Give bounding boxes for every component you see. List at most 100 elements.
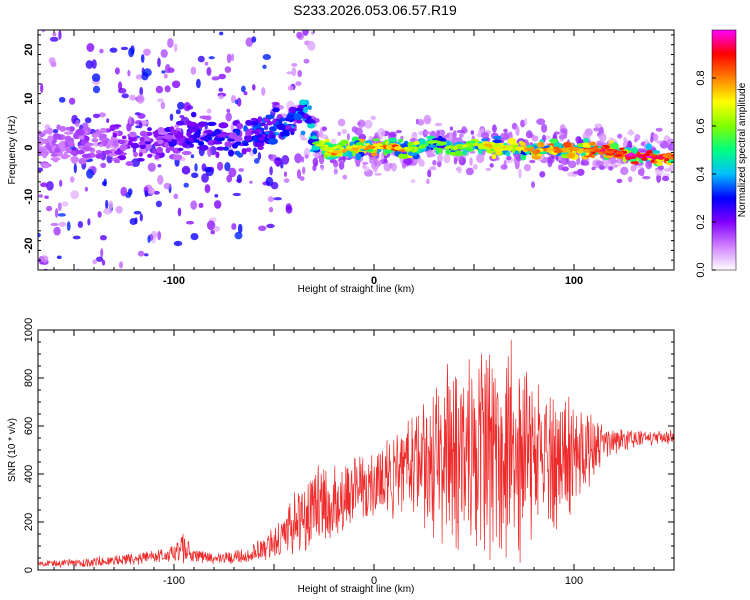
spectrogram-noise-blob-416 [503,128,508,133]
spectrogram-noise-blob-86 [541,123,548,133]
colorbar: 0.0 0.2 0.4 0.6 0.8 Normalized spectral ampl… [695,29,748,278]
spectrogram-noise-blob-207 [249,180,253,184]
spectrogram-noise-blob-142 [127,69,131,77]
spectrogram-noise-blob-499 [201,173,209,183]
spectrogram-ridge-blob-1693 [188,125,198,131]
spectrogram-noise-blob-361 [552,133,558,140]
spectrogram-ridge-blob-1512 [300,130,306,136]
spectrogram-noise-blob-503 [144,253,149,257]
spectrogram-ridge-blob-1565 [169,126,175,131]
spectrogram-noise-blob-757 [368,135,373,141]
spectrogram-noise-blob-737 [663,168,673,172]
spectrogram-noise-blob-477 [506,155,512,161]
spectrogram-ridge-blob-1138 [95,150,102,155]
spectrogram-ridge-blob-1345 [492,135,502,140]
spectrogram-noise-blob-112 [302,30,309,36]
spectrogram-ridge-blob-1594 [481,138,489,142]
spectrogram-noise-blob-647 [391,162,397,172]
snr-frame [37,329,675,571]
spectrogram-noise-blob-547 [252,84,256,91]
snr-y-tick-label-1000: 1000 [23,318,35,342]
spectrogram-ridge-blob-1040 [136,157,145,162]
spectrogram-noise-blob-236 [100,162,107,168]
spectrogram-ridge-blob-1797 [190,111,197,118]
spectrogram-core-blob-2050 [345,145,353,150]
spectrogram-core-blob-2048 [535,149,541,153]
spectrogram-noise-blob-839 [140,1,143,9]
spectrogram-ridge-blob-1627 [304,118,315,124]
colorbar-tick-label-4: 0.8 [695,70,707,85]
spectrogram-ridge-blob-1208 [147,127,152,132]
spectrogram-ridge-blob-1560 [147,153,153,158]
spectrogram-noise-blob-544 [640,149,647,153]
spectrogram-noise-blob-48 [173,193,179,200]
spectrogram-noise-blob-695 [105,291,112,294]
spectrogram-ridge-blob-1438 [294,108,303,112]
spectrogram-noise-blob-690 [76,268,80,270]
spectrogram-noise-blob-100 [616,178,623,184]
spectrogram-ridge-blob-1549 [234,136,243,142]
spectrogram-ridge-blob-1313 [216,146,226,151]
spectrogram-noise-blob-193 [269,166,273,176]
spectrogram-noise-blob-451 [225,112,232,122]
spectrogram-noise-blob-258 [214,194,219,198]
spectrogram-ridge-blob-1674 [70,156,79,163]
spectrogram-noise-blob-108 [58,96,66,103]
spectrogram-x-tick-labels: -100 0 100 [163,275,583,287]
spectrogram-core-blob-1876 [411,146,420,149]
spectrogram-noise-blob-490 [435,129,445,133]
spectrogram-ridge-blob-1789 [87,147,94,151]
spectrogram-noise-blob-889 [86,43,95,52]
spectrogram-noise-blob-682 [114,67,120,75]
spectrogram-noise-blob-897 [265,176,274,187]
spectrogram-ridge-blob-1636 [75,150,85,155]
spectrogram-noise-blob-832 [258,225,267,232]
spectrogram-noise-blob-711 [561,166,569,172]
snr-y-tick-labels: 0 200 400 600 800 1000 [23,318,35,573]
spectrogram-noise-blob-119 [155,85,164,94]
spectrogram-core-blob-2056 [400,149,405,152]
spectrogram-noise-blob-465 [228,167,237,178]
snr-line [38,339,674,569]
spectrogram-noise-blob-533 [459,133,464,138]
spectrogram-ridge-blob-1398 [65,147,72,154]
spectrogram-core-blob-1971 [667,157,674,160]
spectrogram-noise-blob-429 [320,165,325,171]
spectrogram-ridge-blob-1591 [156,146,163,154]
spectrogram-noise-blob-775 [84,117,92,124]
colorbar-tick-labels: 0.0 0.2 0.4 0.6 0.8 [695,70,716,278]
spectrogram-noise-blob-478 [115,295,118,303]
spectrogram-noise-blob-3 [211,76,220,81]
spectrogram-noise-blob-811 [58,221,67,227]
spectrogram-noise-blob-204 [72,235,81,240]
spectrogram-noise-blob-899 [613,159,619,164]
spectrogram-ridge-blob-1222 [212,141,223,145]
spectrogram-noise-blob-898 [402,162,407,169]
spectrogram-noise-blob-498 [524,117,528,126]
spectrogram-noise-blob-890 [630,164,637,172]
spectrogram-ridge-blob-1745 [293,113,303,121]
spectrogram-noise-blob-724 [171,80,181,89]
spectrogram-noise-blob-611 [73,163,77,174]
spectrogram-noise-blob-28 [492,124,497,133]
spectrogram-noise-blob-194 [232,192,241,197]
spectrogram-core-blob-1907 [576,149,584,154]
spectrogram-noise-blob-202 [257,152,262,160]
spectrogram-noise-blob-70 [160,101,166,110]
spectrogram-noise-blob-419 [206,220,216,231]
spectrogram-noise-blob-18 [109,47,118,53]
spectrogram-noise-blob-805 [139,121,143,129]
spectrogram-ridge-blob-1766 [54,147,61,153]
spectrogram-noise-blob-458 [137,113,146,119]
spectrogram-noise-blob-360 [144,190,149,198]
spectrogram-ridge-blob-1774 [228,132,237,139]
spectrogram-ridge-blob-1066 [133,151,138,158]
spectrogram-noise-blob-568 [103,208,113,215]
spectrogram-ridge-blob-1758 [139,136,145,142]
spectrogram-noise-blob-305 [536,118,546,125]
spectrogram-noise-blob-254 [338,161,345,170]
spectrogram-noise-blob-44 [52,32,57,37]
spectrogram-noise-blob-746 [410,179,416,184]
spectrogram-core-blob-1914 [560,147,570,151]
